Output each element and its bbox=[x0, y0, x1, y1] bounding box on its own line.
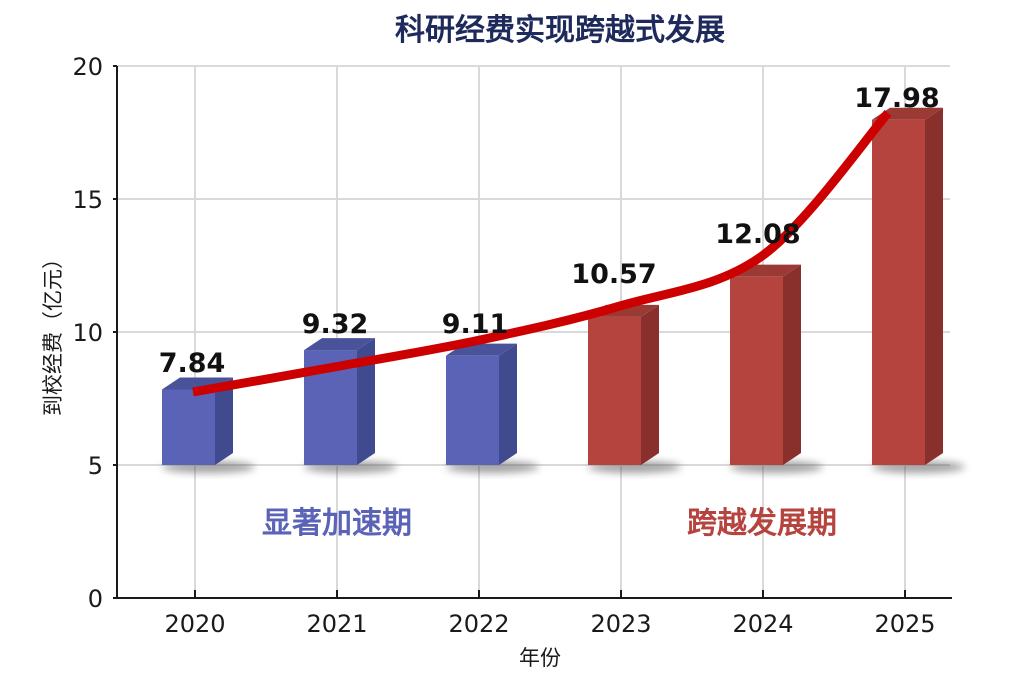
data-label: 12.08 bbox=[715, 219, 800, 250]
bar-2025 bbox=[872, 107, 965, 473]
data-label: 9.32 bbox=[302, 309, 369, 340]
y-axis-ticks: 0 5 10 15 20 bbox=[72, 53, 117, 613]
y-tick-label: 10 bbox=[72, 319, 103, 347]
y-tick-label: 5 bbox=[88, 452, 103, 480]
phase-annotation: 显著加速期 bbox=[262, 506, 412, 541]
data-labels: 7.84 9.32 9.11 10.57 12.08 17.98 bbox=[159, 83, 940, 379]
chart-title: 科研经费实现跨越式发展 bbox=[395, 13, 725, 48]
data-label: 7.84 bbox=[159, 348, 226, 379]
data-label: 9.11 bbox=[442, 309, 509, 340]
bar-2022 bbox=[446, 343, 539, 473]
x-axis-label: 年份 bbox=[519, 646, 561, 670]
x-tick-label: 2022 bbox=[448, 610, 509, 638]
phase-annotation: 跨越发展期 bbox=[687, 506, 837, 541]
x-axis-ticks: 2020 2021 2022 2023 2024 2025 bbox=[164, 590, 936, 638]
bar-2023 bbox=[588, 304, 681, 473]
bar-2020 bbox=[162, 377, 255, 473]
x-tick-label: 2023 bbox=[590, 610, 651, 638]
y-tick-label: 20 bbox=[72, 53, 103, 81]
phase-annotations: 显著加速期 跨越发展期 bbox=[262, 506, 837, 541]
bar-2024 bbox=[730, 264, 823, 473]
y-axis-label: 到校经费（亿元） bbox=[41, 248, 65, 416]
y-tick-label: 15 bbox=[72, 186, 103, 214]
trend-line bbox=[192, 110, 892, 397]
bar-series bbox=[162, 107, 965, 473]
x-tick-label: 2020 bbox=[164, 610, 225, 638]
y-tick-label: 0 bbox=[88, 585, 103, 613]
x-tick-label: 2021 bbox=[306, 610, 367, 638]
data-label: 17.98 bbox=[854, 83, 939, 114]
x-tick-label: 2025 bbox=[874, 610, 935, 638]
x-tick-label: 2024 bbox=[732, 610, 793, 638]
data-label: 10.57 bbox=[571, 259, 656, 290]
